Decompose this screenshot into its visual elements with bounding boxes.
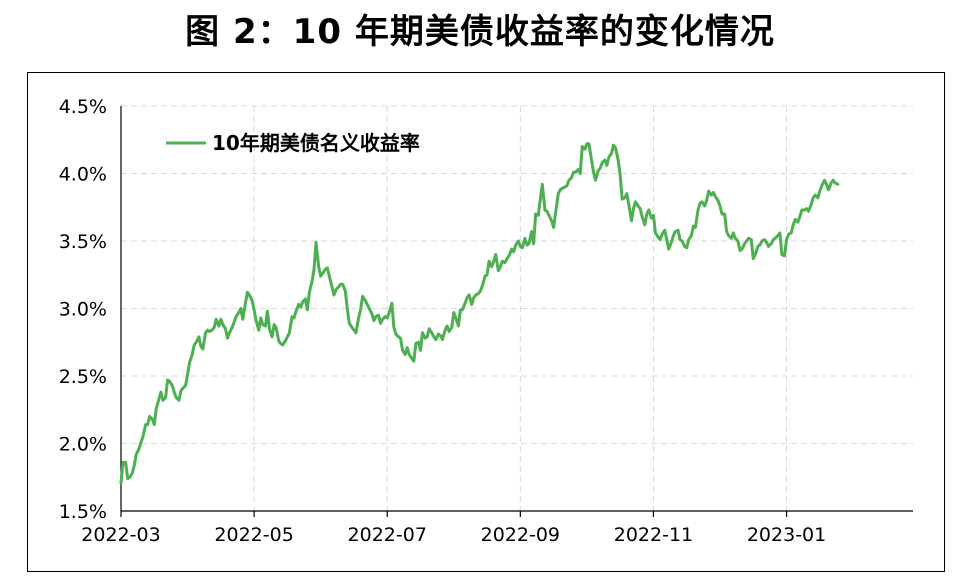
y-tick-label: 3.5% xyxy=(59,231,107,253)
line-chart: 1.5% 2.0% 2.5% 3.0% 3.5% 4.0% 4.5% 2022-03 2022-… xyxy=(59,96,913,546)
x-tick-label: 2022-05 xyxy=(214,524,293,546)
series-lines xyxy=(119,142,840,485)
y-tick-label: 2.0% xyxy=(59,434,107,456)
x-tick-label: 2022-09 xyxy=(481,524,560,546)
y-tick-label: 4.0% xyxy=(59,164,107,186)
page-title: 图 2：10 年期美债收益率的变化情况 xyxy=(185,12,775,52)
y-tick-label: 1.5% xyxy=(59,501,107,523)
legend-label: 10年期美债名义收益率 xyxy=(212,131,420,155)
legend: 10年期美债名义收益率 xyxy=(166,131,420,155)
x-tick-label: 2022-11 xyxy=(614,524,693,546)
chart-frame: 1.5% 2.0% 2.5% 3.0% 3.5% 4.0% 4.5% 2022-03 2022-… xyxy=(27,72,945,572)
x-tick-label: 2023-01 xyxy=(747,524,826,546)
x-tick-label: 2022-07 xyxy=(348,524,427,546)
y-tick-label: 4.5% xyxy=(59,96,107,118)
series-line xyxy=(119,142,840,485)
y-tick-label: 2.5% xyxy=(59,366,107,388)
y-tick-label: 3.0% xyxy=(59,299,107,321)
axes: 1.5% 2.0% 2.5% 3.0% 3.5% 4.0% 4.5% 2022-03 2022-… xyxy=(59,96,913,546)
x-tick-label: 2022-03 xyxy=(81,524,160,546)
